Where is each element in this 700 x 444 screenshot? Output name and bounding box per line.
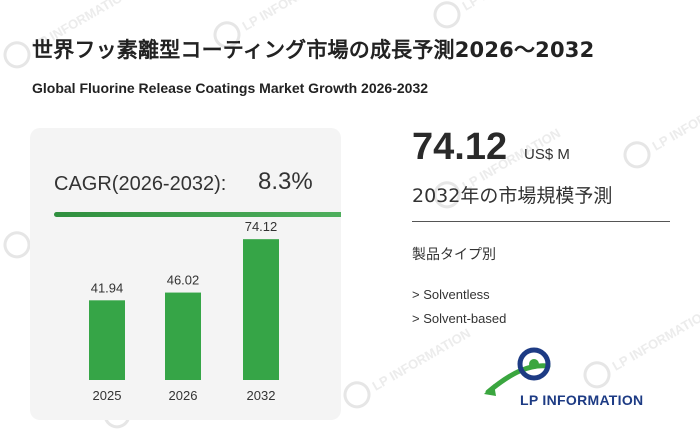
cagr-value: 8.3% (258, 168, 313, 195)
bar-value-label-2032: 74.12 (245, 219, 278, 234)
logo-text: LP INFORMATION (520, 392, 644, 408)
lp-information-logo (484, 347, 551, 396)
svg-text:LP INFORMATION: LP INFORMATION (370, 325, 473, 393)
segment-list: > Solventless > Solvent-based (412, 287, 506, 335)
logo-dot-icon (529, 359, 539, 369)
divider (412, 221, 670, 222)
forecast-label: 2032年の市場規模予測 (412, 185, 613, 207)
bar-chart: 41.94 2025 46.02 2026 74.12 2032 (89, 219, 279, 403)
bar-2025 (89, 300, 125, 380)
watermark-mark: LP INFORMATION (433, 0, 563, 29)
cagr-chart-card: CAGR(2026-2032): 8.3% 41.94 2025 46.02 2026… (30, 128, 341, 420)
forecast-unit: US$ M (524, 146, 570, 163)
bar-2026 (165, 292, 201, 380)
forecast-value: 74.12 (412, 126, 508, 168)
x-tick-label-2026: 2026 (169, 388, 198, 403)
svg-text:LP INFORMATION: LP INFORMATION (650, 85, 700, 153)
logo-arrow-icon (484, 384, 496, 396)
page-subtitle: Global Fluorine Release Coatings Market … (32, 80, 429, 96)
segment-heading: 製品タイプ別 (412, 247, 496, 263)
cagr-label: CAGR(2026-2032): (54, 173, 227, 195)
svg-text:LP INFORMATION: LP INFORMATION (460, 0, 563, 14)
bar-value-label-2025: 41.94 (91, 280, 124, 295)
x-tick-label-2025: 2025 (93, 388, 122, 403)
bar-2032 (243, 239, 279, 380)
bar-value-label-2026: 46.02 (167, 273, 200, 288)
watermark-mark: LP INFORMATION (623, 85, 700, 169)
segment-item-solvent-based: > Solvent-based (412, 311, 507, 326)
segment-item-solventless: > Solventless (412, 287, 490, 302)
cagr-underline (54, 212, 341, 217)
logo-ring-icon (517, 347, 551, 381)
page-title: 世界フッ素離型コーティング市場の成長予測2026～2032 (32, 38, 595, 62)
x-tick-label-2032: 2032 (247, 388, 276, 403)
svg-text:LP INFORMATION: LP INFORMATION (240, 0, 343, 34)
